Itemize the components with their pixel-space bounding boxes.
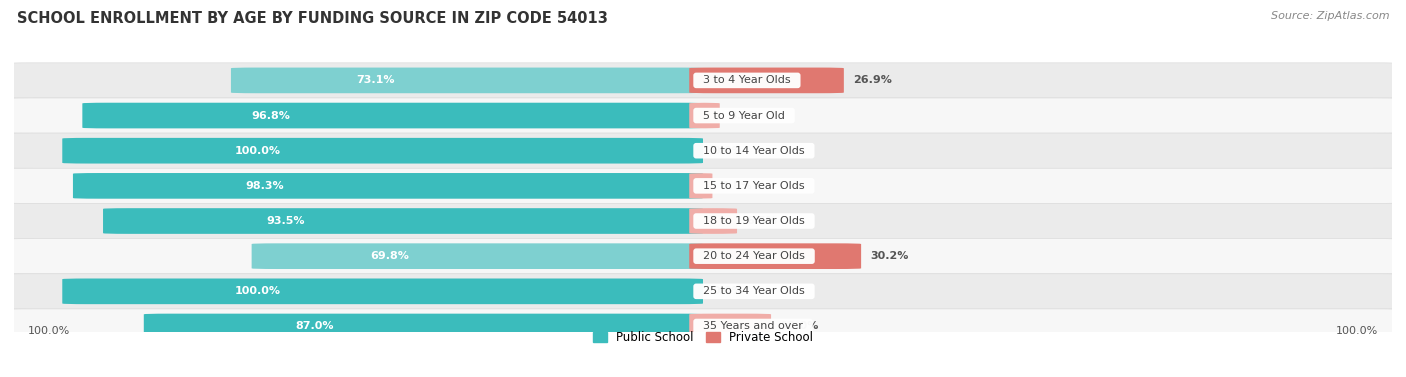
Text: 98.3%: 98.3% [246, 181, 284, 191]
FancyBboxPatch shape [83, 103, 703, 129]
Text: 3 to 4 Year Olds: 3 to 4 Year Olds [696, 75, 797, 86]
FancyBboxPatch shape [0, 204, 1406, 239]
Text: 93.5%: 93.5% [267, 216, 305, 226]
FancyBboxPatch shape [73, 173, 703, 199]
Text: 25 to 34 Year Olds: 25 to 34 Year Olds [696, 286, 811, 296]
Legend: Public School, Private School: Public School, Private School [588, 326, 818, 349]
FancyBboxPatch shape [689, 67, 844, 93]
FancyBboxPatch shape [689, 103, 720, 129]
Text: 100.0%: 100.0% [235, 146, 280, 156]
FancyBboxPatch shape [689, 314, 770, 339]
Text: 5 to 9 Year Old: 5 to 9 Year Old [696, 110, 792, 121]
FancyBboxPatch shape [0, 274, 1406, 309]
FancyBboxPatch shape [689, 208, 737, 234]
Text: 100.0%: 100.0% [28, 326, 70, 336]
FancyBboxPatch shape [62, 138, 703, 164]
Text: 73.1%: 73.1% [356, 75, 395, 86]
Text: 0.0%: 0.0% [713, 146, 744, 156]
Text: 35 Years and over: 35 Years and over [696, 322, 810, 331]
Text: 30.2%: 30.2% [870, 251, 910, 261]
Text: 100.0%: 100.0% [235, 286, 280, 296]
FancyBboxPatch shape [688, 173, 714, 199]
FancyBboxPatch shape [0, 239, 1406, 274]
Text: 15 to 17 Year Olds: 15 to 17 Year Olds [696, 181, 811, 191]
FancyBboxPatch shape [103, 208, 703, 234]
Text: SCHOOL ENROLLMENT BY AGE BY FUNDING SOURCE IN ZIP CODE 54013: SCHOOL ENROLLMENT BY AGE BY FUNDING SOUR… [17, 11, 607, 26]
FancyBboxPatch shape [0, 309, 1406, 344]
FancyBboxPatch shape [252, 243, 703, 269]
Text: 96.8%: 96.8% [252, 110, 291, 121]
Text: 3.2%: 3.2% [730, 110, 761, 121]
FancyBboxPatch shape [231, 67, 703, 93]
Text: 87.0%: 87.0% [295, 322, 333, 331]
Text: 18 to 19 Year Olds: 18 to 19 Year Olds [696, 216, 811, 226]
Text: 69.8%: 69.8% [370, 251, 409, 261]
FancyBboxPatch shape [0, 133, 1406, 168]
Text: 10 to 14 Year Olds: 10 to 14 Year Olds [696, 146, 811, 156]
Text: 13.0%: 13.0% [780, 322, 820, 331]
FancyBboxPatch shape [0, 168, 1406, 204]
Text: 26.9%: 26.9% [853, 75, 893, 86]
Text: 6.5%: 6.5% [747, 216, 778, 226]
Text: 100.0%: 100.0% [1336, 326, 1378, 336]
FancyBboxPatch shape [689, 243, 860, 269]
Text: 20 to 24 Year Olds: 20 to 24 Year Olds [696, 251, 813, 261]
FancyBboxPatch shape [143, 314, 703, 339]
FancyBboxPatch shape [0, 63, 1406, 98]
FancyBboxPatch shape [0, 98, 1406, 133]
Text: Source: ZipAtlas.com: Source: ZipAtlas.com [1271, 11, 1389, 21]
Text: 0.0%: 0.0% [713, 286, 744, 296]
FancyBboxPatch shape [62, 279, 703, 304]
Text: 1.8%: 1.8% [723, 181, 754, 191]
